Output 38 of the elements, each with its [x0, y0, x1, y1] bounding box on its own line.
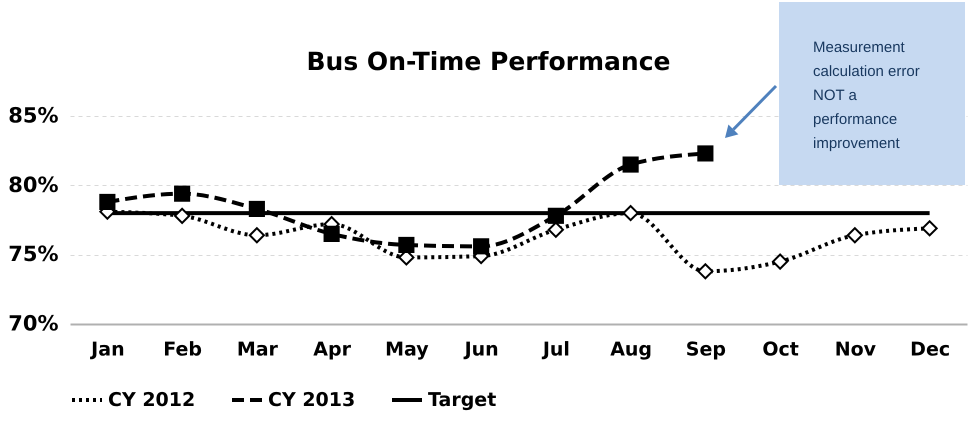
point [772, 254, 788, 270]
x-tick-label: Aug [610, 338, 652, 360]
x-tick-label: Jan [89, 338, 125, 360]
point [697, 263, 714, 280]
legend-label: CY 2012 [108, 389, 196, 411]
legend-label: Target [428, 389, 496, 411]
point [99, 194, 116, 210]
x-tick-label: Apr [313, 338, 352, 360]
point [922, 220, 938, 236]
point [248, 200, 265, 217]
x-tick-label: Jun [462, 338, 499, 360]
chart-title: Bus On-Time Performance [306, 47, 671, 76]
y-tick-label: 75% [8, 242, 58, 266]
point [697, 145, 714, 162]
x-tick-label: May [385, 338, 430, 360]
y-tick-label: 70% [8, 312, 58, 336]
point [473, 238, 490, 254]
x-tick-label: Dec [910, 338, 950, 360]
x-tick-label: Sep [686, 338, 726, 360]
x-tick-label: Feb [163, 338, 202, 360]
point [398, 236, 414, 254]
point [622, 156, 639, 173]
x-tick-label: Jul [540, 338, 570, 360]
point [622, 204, 639, 222]
point [846, 227, 863, 244]
point [548, 222, 564, 238]
y-tick-label: 85% [8, 104, 58, 128]
y-tick-label: 80% [8, 172, 58, 197]
x-tick-label: Mar [236, 338, 279, 360]
x-tick-label: Nov [834, 338, 877, 360]
point [174, 186, 190, 202]
point [548, 208, 564, 224]
point [174, 208, 190, 224]
point [324, 226, 340, 242]
x-tick-label: Oct [762, 338, 799, 360]
callout-box: Measurement calculation error NOT a performance improvement [779, 2, 965, 185]
point [248, 227, 265, 244]
legend-label: CY 2013 [268, 389, 356, 411]
